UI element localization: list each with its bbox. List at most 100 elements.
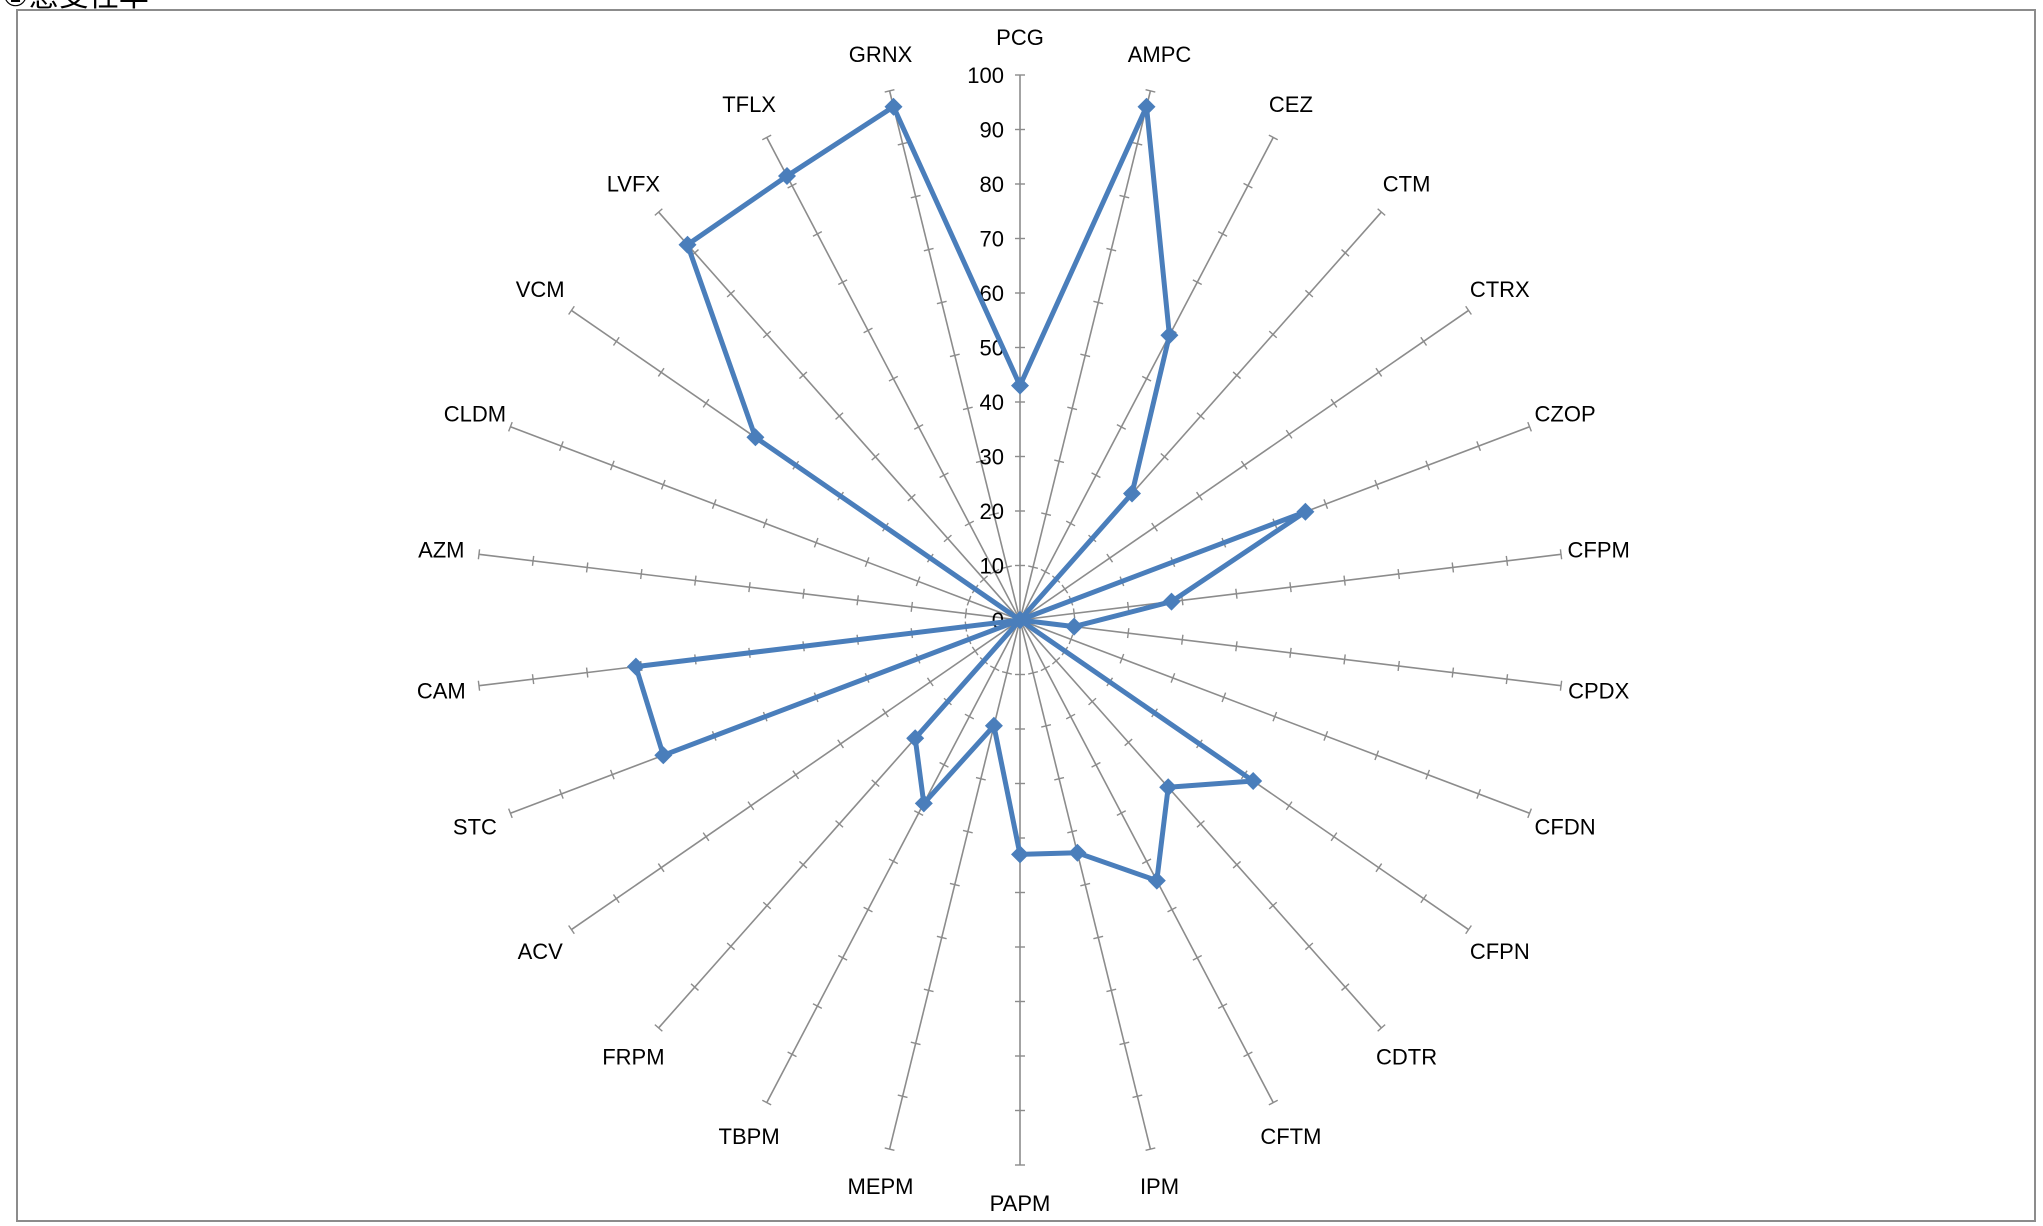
tick-stc-80	[609, 769, 615, 780]
tick-cez-10	[1040, 568, 1051, 575]
tick-acv-30	[882, 708, 889, 718]
tick-ipm-20	[1041, 723, 1052, 728]
tick-ctrx-100	[1465, 305, 1472, 315]
tick-frpm-100	[654, 1024, 663, 1032]
tick-frpm-70	[762, 901, 772, 910]
tick-tflx-100	[761, 134, 772, 141]
data-series	[626, 97, 1315, 890]
scale-label-20: 20	[980, 499, 1004, 524]
scale-label-40: 40	[980, 390, 1004, 415]
chart-header: ①感受性率	[2, 0, 149, 14]
tick-vcm-100	[568, 305, 575, 315]
tick-tflx-60	[863, 327, 873, 334]
tick-cpdx-60	[1343, 654, 1346, 665]
data-point-cfpn	[1244, 772, 1263, 790]
tick-lvfx-30	[907, 493, 916, 502]
tick-azm-70	[639, 568, 643, 580]
tick-lvfx-40	[871, 452, 880, 461]
tick-mepm-80	[910, 1041, 921, 1046]
tick-ampc-80	[1119, 194, 1130, 199]
tick-frpm-50	[835, 820, 844, 828]
tick-ampc-30	[1054, 459, 1065, 464]
tick-cftm-50	[1141, 858, 1152, 865]
tick-cldm-50	[762, 518, 768, 529]
tick-cdtr-60	[1232, 860, 1242, 869]
category-label-ctrx: CTRX	[1470, 277, 1530, 302]
tick-cfdn-100	[1527, 808, 1533, 819]
tick-cfdn-30	[1170, 673, 1176, 683]
tick-frpm-40	[871, 779, 880, 788]
tick-acv-60	[747, 801, 755, 811]
tick-tflx-20	[964, 520, 975, 527]
category-label-stc: STC	[453, 815, 497, 840]
tick-ctm-100	[1377, 208, 1386, 216]
tick-mepm-40	[962, 829, 973, 834]
tick-cfdn-40	[1221, 692, 1227, 703]
tick-cam-90	[531, 674, 535, 685]
tick-tbpm-100	[761, 1099, 772, 1106]
tick-cez-40	[1116, 424, 1127, 430]
tick-tflx-90	[787, 182, 797, 189]
category-label-tflx: TFLX	[722, 92, 776, 117]
tick-ampc-100	[1145, 88, 1156, 93]
category-label-mepm: MEPM	[848, 1174, 914, 1199]
category-label-cam: CAM	[417, 678, 466, 703]
tick-ctm-70	[1268, 330, 1278, 339]
tick-cpdx-30	[1181, 634, 1184, 645]
data-point-vcm	[746, 428, 765, 447]
tick-ipm-100	[1145, 1147, 1156, 1152]
tick-tflx-30	[939, 472, 949, 479]
scale-label-100: 100	[967, 63, 1004, 88]
tick-frpm-80	[726, 942, 736, 951]
tick-cdtr-80	[1304, 942, 1314, 951]
tick-azm-20	[910, 601, 914, 612]
category-label-czop: CZOP	[1535, 401, 1596, 426]
tick-lvfx-80	[726, 289, 736, 298]
tick-tflx-50	[888, 375, 899, 382]
tick-cfdn-10	[1068, 634, 1074, 645]
data-point-cfpm	[1162, 592, 1181, 611]
tick-cfdn-50	[1272, 711, 1278, 722]
tick-ctrx-20	[1106, 553, 1114, 563]
tick-cpdx-90	[1505, 674, 1509, 685]
tick-cdtr-100	[1377, 1024, 1386, 1032]
tick-mepm-50	[949, 882, 960, 887]
tick-ipm-50	[1080, 882, 1091, 887]
tick-ipm-10	[1028, 671, 1039, 675]
scale-label-90: 90	[980, 118, 1004, 143]
tick-cftm-10	[1040, 665, 1051, 672]
category-label-ctm: CTM	[1383, 172, 1431, 197]
tick-cez-50	[1141, 375, 1152, 382]
tick-tbpm-90	[787, 1051, 797, 1058]
tick-frpm-60	[798, 860, 808, 869]
tick-acv-70	[702, 832, 710, 842]
category-labels: PCG AMPC CEZ CTM CTRX CZOP CFPM CPDX CFDN CFPN CDT…	[417, 25, 1630, 1216]
data-point-ctm	[1123, 484, 1141, 503]
category-label-frpm: FRPM	[602, 1044, 664, 1069]
tick-cfdn-60	[1323, 731, 1329, 741]
tick-tbpm-20	[964, 713, 975, 720]
category-label-grnx: GRNX	[849, 42, 913, 67]
tick-cdtr-30	[1124, 738, 1133, 747]
scale-label-30: 30	[980, 445, 1004, 470]
tick-acv-80	[657, 863, 665, 873]
category-label-cfpm: CFPM	[1568, 538, 1630, 563]
tick-azm-30	[856, 595, 859, 606]
tick-cftm-90	[1243, 1051, 1253, 1058]
tick-lvfx-10	[979, 575, 989, 584]
tick-ampc-10	[1028, 565, 1039, 569]
tick-cfpn-100	[1465, 925, 1472, 935]
tick-cfpn-90	[1420, 894, 1428, 904]
tick-grnx-60	[936, 300, 947, 305]
tick-cfpn-80	[1375, 863, 1383, 873]
data-point-ampc	[1137, 97, 1156, 116]
tick-tbpm-70	[837, 954, 848, 961]
tick-ctrx-80	[1375, 367, 1383, 377]
category-label-acv: ACV	[518, 939, 564, 964]
tick-azm-80	[585, 562, 589, 573]
tick-ipm-80	[1119, 1041, 1130, 1046]
tick-acv-100	[568, 925, 575, 935]
tick-ipm-30	[1054, 776, 1065, 781]
data-point-cez	[1160, 326, 1179, 345]
